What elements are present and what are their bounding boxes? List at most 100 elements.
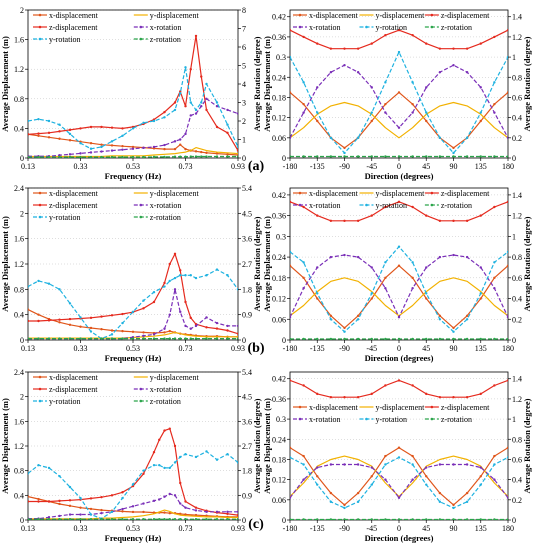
x-tick-label: 0.93 (231, 524, 245, 533)
data-point-x-displacement (110, 144, 114, 147)
data-point-z-displacement (438, 47, 442, 50)
data-point-y-rotation (506, 55, 508, 59)
data-point-z-displacement (397, 379, 401, 382)
data-point-x-rotation (438, 463, 442, 466)
legend-label-y-displacement: y-displacement (375, 403, 425, 412)
x-tick-label: 90 (450, 524, 458, 533)
data-point-x-rotation (179, 502, 182, 505)
y2-tick-label: 0.8 (512, 73, 522, 82)
data-point-z-rotation (479, 155, 482, 158)
data-point-x-displacement (184, 147, 187, 151)
data-point-z-displacement (89, 125, 93, 129)
data-point-y-rotation (163, 466, 166, 470)
data-point-z-rotation (226, 155, 229, 158)
data-point-x-displacement (316, 297, 319, 300)
data-point-z-displacement (121, 491, 124, 494)
legend-label-x-displacement: x-displacement (49, 11, 99, 20)
data-point-y-rotation (452, 506, 455, 510)
data-point-y-rotation (58, 474, 61, 478)
data-point-x-rotation (215, 321, 219, 325)
data-point-y-rotation (89, 513, 93, 516)
data-point-z-displacement (163, 429, 166, 432)
y2-tick-label: 1.4 (512, 375, 522, 384)
data-point-z-rotation (189, 155, 192, 158)
data-point-x-rotation (411, 478, 414, 481)
legend-marker-x-displacement (38, 191, 42, 195)
data-point-y-rotation (452, 330, 455, 333)
data-point-x-displacement (290, 264, 292, 267)
data-point-x-displacement (411, 102, 414, 106)
data-point-z-rotation (215, 517, 219, 520)
data-point-x-displacement (290, 446, 292, 449)
data-point-y-rotation (79, 142, 82, 145)
x-tick-label: 0.13 (21, 162, 35, 171)
y-tick-label: 0 (20, 154, 24, 163)
x-tick-label: 0.33 (74, 162, 88, 171)
data-point-z-displacement (28, 133, 30, 136)
legend-label-z-rotation: z-rotation (441, 23, 472, 32)
y2-axis-label: Average Rotation (degree) (252, 398, 262, 493)
data-point-x-displacement (452, 503, 455, 507)
data-point-y-rotation (465, 318, 469, 321)
series-line-y-displacement (290, 101, 508, 139)
data-point-z-displacement (79, 127, 82, 130)
data-point-z-rotation (465, 518, 469, 520)
x-axis-label: Frequency (Hz) (105, 353, 162, 363)
y2-tick-label: 0.4 (512, 476, 522, 485)
y2-tick-label: 0.2 (512, 315, 522, 324)
data-point-x-displacement (302, 102, 305, 106)
data-point-z-displacement (302, 35, 305, 39)
data-point-x-displacement (205, 151, 208, 155)
data-point-x-displacement (79, 325, 82, 328)
legend-label-y-rotation: y-rotation (375, 23, 407, 32)
data-point-x-rotation (316, 86, 319, 89)
data-point-x-rotation (438, 71, 442, 74)
data-point-y-rotation (465, 500, 469, 504)
data-point-x-displacement (493, 454, 496, 458)
y-tick-label: 0.8 (14, 467, 24, 476)
legend-label-x-displacement: x-displacement (49, 373, 99, 382)
y2-tick-label: 1.4 (512, 13, 522, 22)
data-point-z-rotation (152, 517, 156, 520)
data-point-y-rotation (179, 455, 182, 459)
y-tick-label: 0.06 (272, 134, 286, 143)
data-point-z-rotation (173, 517, 177, 520)
data-point-x-rotation (173, 494, 177, 497)
y2-tick-label: 0 (512, 154, 516, 163)
data-point-z-displacement (438, 396, 442, 399)
data-point-z-rotation (411, 518, 414, 520)
data-point-z-rotation (184, 155, 187, 158)
data-point-x-rotation (479, 266, 482, 269)
x-tick-label: -180 (283, 344, 298, 353)
data-point-x-rotation (152, 499, 156, 503)
data-point-x-rotation (370, 266, 373, 269)
data-point-x-displacement (142, 331, 145, 334)
data-point-z-displacement (506, 379, 508, 382)
data-point-x-rotation (205, 316, 208, 319)
data-point-z-rotation (236, 155, 238, 158)
data-point-z-rotation (397, 518, 401, 520)
data-point-x-rotation (343, 63, 346, 67)
data-point-y-rotation (290, 456, 292, 459)
data-point-z-rotation (37, 337, 40, 340)
legend: x-displacement y-displacement z-displaceme… (293, 403, 490, 424)
legend-marker-x-rotation (298, 417, 302, 421)
legend-marker-x-rotation (298, 25, 302, 29)
data-point-z-rotation (152, 337, 156, 340)
data-point-z-displacement (89, 497, 93, 500)
data-point-z-displacement (343, 219, 346, 223)
data-point-z-rotation (68, 337, 72, 340)
data-point-x-displacement (370, 475, 373, 478)
data-point-y-rotation (397, 50, 401, 54)
data-point-x-rotation (215, 510, 219, 513)
data-point-z-rotation (452, 155, 455, 158)
data-point-x-displacement (493, 276, 496, 280)
y-tick-label: 2 (20, 209, 24, 218)
legend-label-y-displacement: y-displacement (375, 189, 425, 198)
y-tick-label: 2.4 (14, 184, 24, 193)
legend-label-x-rotation: x-rotation (309, 23, 341, 32)
data-point-y-rotation (370, 111, 373, 114)
x-tick-label: 0.13 (21, 524, 35, 533)
data-point-z-rotation (236, 337, 238, 340)
data-point-y-rotation (226, 274, 229, 277)
